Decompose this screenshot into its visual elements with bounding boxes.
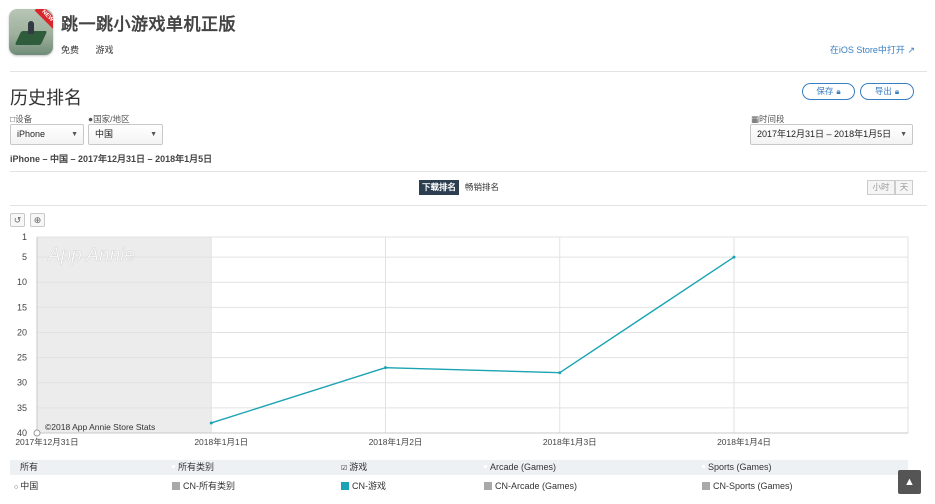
y-tick-label: 20 [17, 327, 27, 337]
legend-swatch [702, 482, 710, 490]
data-point [384, 366, 387, 370]
granularity-day-button[interactable]: 天 [895, 180, 913, 195]
chevron-down-icon: ▼ [150, 131, 157, 138]
date-range-label: ▦时间段 [751, 114, 785, 124]
watermark: App Annie [47, 245, 135, 266]
legend-header [10, 460, 908, 475]
legend-swatch [172, 482, 180, 490]
globe-icon: ● [88, 114, 94, 124]
data-point [732, 255, 736, 259]
device-label: □设备 [10, 114, 33, 124]
undo-icon: ↺ [13, 215, 22, 225]
device-icon: □ [10, 114, 16, 124]
calendar-icon: ▦ [751, 114, 760, 124]
tab-grossing-rank[interactable]: 畅销排名 [465, 182, 500, 192]
filter-summary: iPhone – 中国 – 2017年12月31日 – 2018年1月5日 [10, 154, 213, 164]
x-tick-label: 2017年12月31日 [15, 437, 78, 447]
country-select-value: 中国 [95, 129, 114, 139]
lock-icon: 🔒︎ [894, 87, 900, 96]
checkbox-icon: ☑ [341, 465, 348, 472]
device-select[interactable]: iPhone ▼ [10, 124, 84, 145]
reset-zoom-button[interactable]: ↺ [10, 213, 25, 227]
game-piece-graphic [28, 21, 34, 34]
data-point [209, 421, 213, 425]
scroll-to-top-button[interactable]: ▲ [898, 470, 921, 494]
device-select-value: iPhone [17, 129, 46, 139]
y-tick-label: 30 [17, 378, 27, 388]
y-tick-label: 10 [17, 277, 27, 287]
save-button[interactable]: 保存 🔒︎ [802, 83, 855, 100]
legend-item-games[interactable]: CN-游戏 [341, 479, 386, 494]
summary-divider [10, 171, 927, 172]
save-button-label: 保存 [816, 86, 834, 96]
y-tick-label: 40 [17, 428, 27, 438]
x-tick-label: 2018年1月2日 [369, 437, 423, 447]
section-title: 历史排名 [10, 88, 82, 108]
export-button[interactable]: 导出 🔒︎ [860, 83, 914, 100]
legend-swatch [484, 482, 492, 490]
y-tick-label: 15 [17, 302, 27, 312]
export-button-label: 导出 [874, 86, 892, 96]
ios-store-link-label: 在iOS Store中打开 [829, 45, 905, 55]
app-icon: NEW [9, 9, 53, 55]
date-range-select[interactable]: 2017年12月31日 – 2018年1月5日 ▼ [750, 124, 913, 145]
granularity-hour-button[interactable]: 小时 [867, 180, 895, 195]
app-meta: 免费 游戏 [61, 43, 128, 56]
new-badge: NEW [34, 9, 53, 29]
magnifier-icon: ⊕ [33, 215, 42, 225]
shaded-region [37, 237, 212, 433]
open-in-ios-store-link[interactable]: 在iOS Store中打开 ↗ [830, 43, 915, 56]
legend-header-all: 所有 [20, 462, 39, 472]
app-category-link[interactable]: 游戏 [95, 45, 114, 55]
y-tick-label: 1 [22, 232, 27, 242]
country-select[interactable]: 中国 ▼ [88, 124, 163, 145]
data-point [558, 371, 562, 375]
lock-icon: 🔒︎ [836, 87, 841, 96]
legend-header-arcade[interactable]: Arcade (Games) [484, 460, 556, 475]
app-price: 免费 [61, 45, 80, 55]
legend-header-all-categories[interactable]: 所有类别 [172, 460, 214, 475]
tab-downloads-rank[interactable]: 下载排名 [419, 180, 460, 195]
y-tick-label: 35 [17, 403, 27, 413]
legend-swatch [341, 482, 349, 490]
toolbar-divider [10, 205, 927, 206]
app-title: 跳一跳小游戏单机正版 [61, 15, 236, 34]
chevron-up-icon: ▲ [904, 476, 915, 488]
header-divider [10, 71, 927, 72]
y-tick-label: 25 [17, 353, 27, 363]
x-tick-label: 2018年1月1日 [194, 437, 248, 447]
legend-row-label: ○ 中国 [14, 481, 39, 491]
legend-item-all-categories[interactable]: CN-所有类别 [172, 479, 235, 494]
chevron-down-icon: ▼ [71, 131, 78, 138]
zoom-button[interactable]: ⊕ [30, 213, 45, 227]
legend-item-arcade[interactable]: CN-Arcade (Games) [484, 479, 577, 494]
series-line [211, 256, 735, 424]
row-dot-icon: ○ [14, 484, 19, 491]
country-label: ●国家/地区 [88, 114, 130, 124]
chart-credit: ©2018 App Annie Store Stats [45, 422, 155, 432]
date-range-value: 2017年12月31日 – 2018年1月5日 [757, 129, 892, 139]
x-tick-label: 2018年1月4日 [717, 437, 771, 447]
legend-header-sports[interactable]: Sports (Games) [702, 460, 772, 475]
range-handle [33, 429, 41, 437]
external-link-icon: ↗ [907, 45, 915, 55]
x-tick-label: 2018年1月3日 [543, 437, 597, 447]
legend-item-sports[interactable]: CN-Sports (Games) [702, 479, 793, 494]
legend-header-games[interactable]: ☑ 游戏 [341, 462, 368, 472]
y-tick-label: 5 [22, 252, 27, 262]
chevron-down-icon: ▼ [900, 131, 907, 138]
